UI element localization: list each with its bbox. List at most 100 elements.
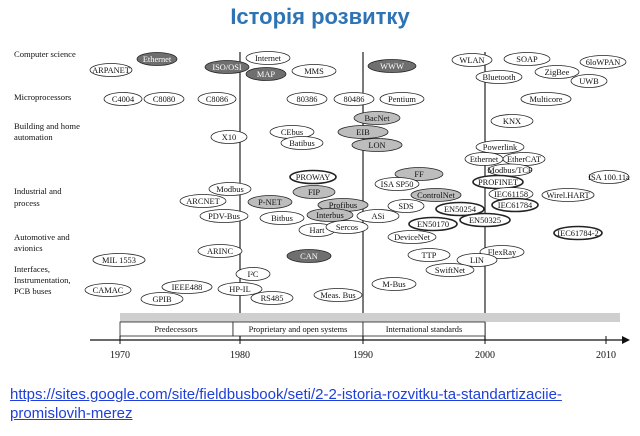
node-shape-isa-100-11a — [588, 170, 630, 184]
node-iec61784-2: IEC61784-2 — [553, 225, 603, 241]
node-label-rs485: RS485 — [261, 294, 284, 303]
node-label-ff: FF — [414, 170, 424, 179]
node-pentium: Pentium — [379, 92, 425, 106]
node-label-x10: X10 — [222, 133, 236, 142]
node-shape-rs485 — [250, 291, 294, 305]
category-label-instrumentation: Instrumentation, — [14, 275, 71, 285]
node-label-isa-sp50: ISA SP50 — [381, 180, 414, 189]
node-label-hp-il: HP-IL — [229, 285, 250, 294]
year-label-1990: 1990 — [353, 350, 373, 361]
node-shape-iso-osi — [204, 60, 250, 74]
node-shape-p-net — [247, 195, 293, 209]
node-80486: 80486 — [333, 92, 375, 106]
node-label-p-net: P-NET — [258, 198, 282, 207]
node-sds: SDS — [387, 199, 425, 213]
node-shape-soap — [503, 52, 551, 66]
source-link-line-2[interactable]: promislovih-merez — [10, 405, 133, 422]
node-shape-c8086 — [197, 92, 237, 106]
fieldbus-history-diagram: Computer science Microprocessors Building … — [14, 49, 630, 361]
node-label-iec61784-2: IEC61784-2 — [557, 229, 598, 238]
node-shape-map — [245, 67, 287, 81]
node-modbus: Modbus — [208, 182, 252, 196]
node-c8080: C8080 — [143, 92, 185, 106]
node-80386: 80386 — [286, 92, 328, 106]
node-shape-arpanet — [89, 63, 133, 77]
node-shape-lin — [456, 253, 498, 267]
node-proway: PROWAY — [289, 169, 337, 185]
node-label-lon: LON — [368, 141, 385, 150]
node-shape-gpib — [140, 292, 184, 306]
node-label-zigbee: ZigBee — [545, 68, 570, 77]
node-label-fip: FIP — [308, 188, 320, 197]
node-shape-ieee488 — [161, 280, 213, 294]
category-label-interfaces: Interfaces, — [14, 264, 50, 274]
category-label-avionics: avionics — [14, 243, 43, 253]
era-label-international: International standards — [386, 325, 463, 334]
node-p-net: P-NET — [247, 195, 293, 209]
node-label-batibus: Batibus — [289, 139, 315, 148]
node-ethernet: Ethernet — [136, 52, 178, 66]
node-c4004: C4004 — [103, 92, 143, 106]
node-shape-sds — [387, 199, 425, 213]
node-map: MAP — [245, 67, 287, 81]
node-rs485: RS485 — [250, 291, 294, 305]
node-shape-c8080 — [143, 92, 185, 106]
node-shape-asi — [356, 209, 400, 223]
node-label-6lowpan: 6loWPAN — [586, 58, 621, 67]
node-label-can: CAN — [300, 252, 318, 261]
node-shape-pentium — [379, 92, 425, 106]
node-label-uwb: UWB — [579, 77, 599, 86]
node-label-devicenet: DeviceNet — [394, 233, 430, 242]
node-label-profinet: PROFINET — [478, 178, 518, 187]
node-controlnet: ControlNet — [410, 188, 462, 202]
node-label-map: MAP — [257, 70, 275, 79]
node-bitbus: Bitbus — [259, 211, 305, 225]
node-c8086: C8086 — [197, 92, 237, 106]
node-bacnet: BacNet — [353, 111, 401, 125]
node-label-mil-1553: MIL 1553 — [102, 256, 136, 265]
node-shape-bluetooth — [475, 70, 523, 84]
node-hp-il: HP-IL — [217, 282, 263, 296]
node-gpib: GPIB — [140, 292, 184, 306]
node-meas-bus: Meas. Bus — [313, 288, 363, 302]
node-label-multicore: Multicore — [529, 95, 562, 104]
category-labels: Computer science Microprocessors Building … — [14, 49, 80, 296]
node-shape-pdv-bus — [199, 209, 249, 223]
node-uwb: UWB — [570, 74, 608, 88]
era-band-international — [362, 321, 486, 337]
node-label-powerlink: Powerlink — [483, 143, 518, 152]
node-label-c4004: C4004 — [112, 95, 135, 104]
node-batibus: Batibus — [280, 136, 324, 150]
node-shape-en50325 — [459, 212, 511, 228]
node-eib: EIB — [337, 125, 389, 139]
source-link-line-1[interactable]: https://sites.google.com/site/fieldbusbo… — [10, 386, 562, 403]
node-arcnet: ARCNET — [179, 194, 227, 208]
node-label-iso-osi: ISO/OSI — [212, 63, 242, 72]
category-label-process: process — [14, 198, 40, 208]
node-shape-isa-sp50 — [374, 177, 420, 191]
node-label-sercos: Sercos — [336, 223, 358, 232]
era-label-predecessors: Predecessors — [154, 325, 197, 334]
node-shape-6lowpan — [579, 55, 627, 69]
category-label-computer-science: Computer science — [14, 49, 76, 59]
node-mil-1553: MIL 1553 — [92, 253, 146, 267]
node-shape-controlnet — [410, 188, 462, 202]
node-label-modbus-tcp: Modbus/TCP — [487, 166, 532, 175]
node-shape-interbus — [306, 208, 354, 222]
time-axis: 1970 1980 1990 2000 2010 — [90, 336, 630, 361]
node-shape-internet — [245, 51, 291, 65]
node-label-c8080: C8080 — [153, 95, 175, 104]
source-link[interactable]: https://sites.google.com/site/fieldbusbo… — [10, 385, 630, 423]
node-label-bluetooth: Bluetooth — [482, 73, 516, 82]
node-label-ethernet: Ethernet — [143, 55, 172, 64]
node-label-i-c: I²C — [248, 270, 259, 279]
node-shape-modbus — [208, 182, 252, 196]
node-shape-lon — [351, 138, 403, 152]
node-asi: ASi — [356, 209, 400, 223]
node-i-c: I²C — [235, 267, 271, 281]
node-label-interbus: Interbus — [316, 211, 343, 220]
node-isa-100-11a: ISA 100.11a — [588, 170, 630, 184]
node-arinc: ARINC — [197, 244, 243, 258]
node-pdv-bus: PDV-Bus — [199, 209, 249, 223]
node-shape-knx — [490, 114, 534, 128]
